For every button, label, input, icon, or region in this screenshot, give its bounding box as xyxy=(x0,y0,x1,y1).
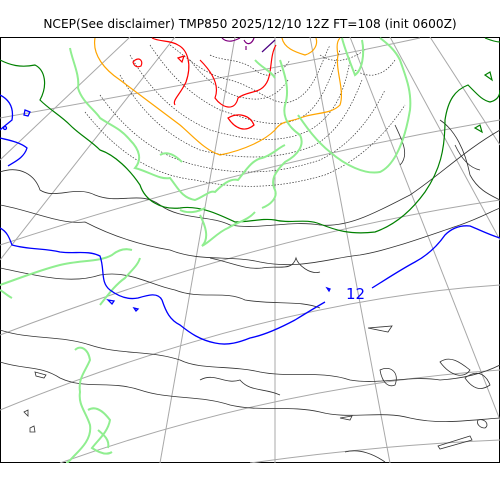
latitude-line xyxy=(249,439,500,463)
lightgreen-contour xyxy=(199,211,256,247)
latitude-line xyxy=(59,369,500,463)
lightgreen-contours xyxy=(0,37,412,463)
coastline xyxy=(439,119,500,201)
red-contour xyxy=(176,55,185,64)
blue-contour xyxy=(325,286,331,293)
green-contours xyxy=(0,37,500,234)
island xyxy=(439,358,471,376)
latitude-line xyxy=(0,284,500,411)
lightgreen-contour xyxy=(254,59,276,79)
blue-contours xyxy=(0,94,500,345)
longitude-line xyxy=(429,37,500,146)
lightgreen-contour xyxy=(65,346,92,463)
orange-contours xyxy=(93,37,342,156)
island xyxy=(464,372,491,389)
purple-contours xyxy=(221,37,255,50)
map-border xyxy=(0,37,500,463)
contour-line xyxy=(319,49,366,61)
temperature-map: 12 xyxy=(0,37,500,463)
blue-contour xyxy=(2,125,8,131)
contour-line xyxy=(129,54,351,140)
purple-accent-line xyxy=(261,39,276,53)
lightgreen-contour xyxy=(0,248,133,286)
island xyxy=(437,435,473,450)
lightgreen-contour xyxy=(179,207,206,214)
green-contour xyxy=(0,59,500,234)
lightgreen-contour xyxy=(297,37,412,174)
island xyxy=(379,368,397,387)
longitude-line xyxy=(309,37,391,463)
graticule xyxy=(0,37,500,463)
red-contour xyxy=(132,58,143,68)
coastline xyxy=(209,256,321,273)
red-contour xyxy=(199,44,277,108)
contour-line xyxy=(149,44,341,124)
orange-contour xyxy=(93,37,342,156)
island xyxy=(477,419,488,429)
longitude-line xyxy=(0,37,131,161)
coastline xyxy=(344,450,386,463)
contour-line xyxy=(189,59,289,100)
latitude-line xyxy=(0,37,421,119)
blue-contour xyxy=(0,227,326,345)
island xyxy=(29,425,36,433)
contour-label-12: 12 xyxy=(346,285,365,303)
longitude-line xyxy=(159,37,236,463)
blue-contour xyxy=(371,225,500,289)
coastlines xyxy=(0,119,500,463)
coastline xyxy=(0,129,500,227)
blue-contour xyxy=(0,137,28,167)
lightgreen-contour xyxy=(87,407,113,455)
coastline xyxy=(0,361,500,422)
lightgreen-contour xyxy=(0,289,13,299)
green-contour xyxy=(484,37,500,43)
red-contour xyxy=(151,37,190,106)
lightgreen-contour xyxy=(159,152,183,163)
map-frame: 12 xyxy=(0,37,500,463)
island xyxy=(23,409,29,417)
lightgreen-contour xyxy=(261,59,303,209)
coastline xyxy=(199,376,281,396)
coastline xyxy=(0,204,500,266)
longitude-line xyxy=(0,37,176,261)
coastline xyxy=(454,144,481,171)
green-contour xyxy=(473,124,483,134)
lightgreen-contour xyxy=(99,257,141,306)
orange-contour xyxy=(281,37,318,56)
island xyxy=(34,371,47,379)
blue-contour xyxy=(106,299,116,306)
lightgreen-contour xyxy=(69,47,286,202)
latitude-line xyxy=(0,199,500,336)
island xyxy=(339,415,353,421)
blue-contour xyxy=(0,94,14,131)
purple-contour xyxy=(221,37,255,50)
lightgreen-contour xyxy=(341,37,365,77)
lightgreen-contour xyxy=(97,429,110,449)
blue-contour xyxy=(23,109,31,117)
island xyxy=(367,325,393,333)
coastline xyxy=(0,267,321,309)
latitude-line xyxy=(0,119,500,246)
longitude-line xyxy=(349,37,500,421)
coastline xyxy=(0,329,500,382)
blue-contour xyxy=(132,306,140,313)
coastline xyxy=(394,124,406,166)
red-contour xyxy=(227,114,255,130)
chart-title: NCEP(See disclaimer) TMP850 2025/12/10 1… xyxy=(43,17,457,31)
green-contour xyxy=(483,71,493,82)
contour-line xyxy=(119,74,363,158)
contour-line xyxy=(84,104,406,187)
red-contours xyxy=(132,37,277,130)
longitude-line xyxy=(389,37,500,241)
contour-line xyxy=(209,54,291,76)
